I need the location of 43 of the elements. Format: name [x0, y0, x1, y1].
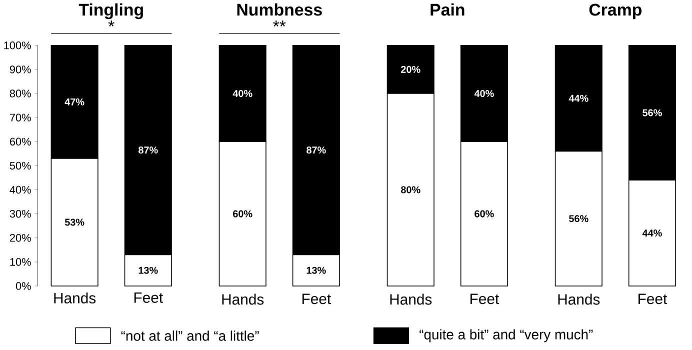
- y-tick-label: 0%: [16, 282, 31, 290]
- data-label: 56%: [642, 109, 662, 116]
- data-label: 20%: [401, 66, 420, 74]
- chart-title: Numbness: [237, 4, 322, 16]
- data-label: 13%: [138, 267, 158, 274]
- y-tick-label: 70%: [10, 114, 31, 122]
- data-label: 60%: [474, 210, 494, 218]
- text: **: [273, 20, 286, 27]
- chart-title: Pain: [430, 4, 464, 16]
- y-tick-label: 90%: [10, 66, 31, 74]
- x-tick-label: Feet: [638, 294, 668, 304]
- x-tick-label: Hands: [222, 294, 264, 305]
- data-label: 13%: [306, 267, 326, 274]
- data-label: 87%: [138, 146, 158, 154]
- data-label: 56%: [569, 215, 588, 222]
- data-label: 80%: [400, 186, 420, 194]
- chart-title: Cramp: [589, 4, 642, 20]
- legend-label: “not at all” and “a little”: [121, 330, 259, 342]
- text: *: [108, 20, 114, 27]
- x-tick-label: Feet: [302, 294, 331, 304]
- y-tick-label: 80%: [10, 90, 31, 98]
- x-tick-label: Feet: [470, 294, 500, 304]
- y-tick-label: 100%: [4, 42, 31, 50]
- data-label: 40%: [232, 90, 252, 98]
- y-tick-label: 50%: [10, 162, 31, 170]
- data-label: 87%: [306, 146, 326, 154]
- y-tick-label: 40%: [10, 186, 31, 194]
- chart-title: Tingling: [78, 4, 143, 20]
- y-tick-label: 30%: [10, 210, 31, 218]
- data-label: 60%: [233, 210, 252, 218]
- x-tick-label: Hands: [390, 294, 432, 305]
- y-tick-label: 10%: [10, 258, 31, 266]
- x-tick-label: Hands: [54, 292, 96, 304]
- data-label: 44%: [568, 95, 588, 102]
- data-label: 40%: [474, 90, 494, 98]
- data-label: 47%: [64, 98, 84, 106]
- y-tick-label: 60%: [10, 138, 31, 146]
- legend-label: “quite a bit” and “very much”: [420, 329, 593, 342]
- data-label: 53%: [64, 218, 84, 226]
- x-tick-label: Feet: [134, 292, 163, 304]
- x-tick-label: Hands: [558, 294, 600, 305]
- y-tick-label: 20%: [10, 234, 31, 242]
- data-label: 44%: [642, 230, 662, 237]
